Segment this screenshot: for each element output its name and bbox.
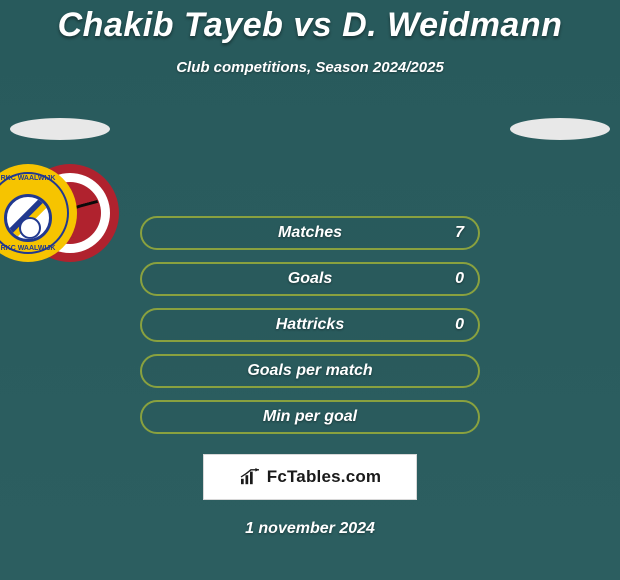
stats-rows: Matches 7 Goals 0 Hattricks 0 Goals per …	[140, 216, 480, 434]
player-left-avatar-placeholder	[10, 118, 110, 140]
stat-label: Hattricks	[276, 316, 344, 334]
page-title: Chakib Tayeb vs D. Weidmann	[0, 0, 620, 45]
player-right-avatar-placeholder	[510, 118, 610, 140]
stat-label: Matches	[278, 224, 342, 242]
stat-right-value: 7	[455, 224, 464, 242]
subtitle: Club competitions, Season 2024/2025	[0, 59, 620, 76]
stat-right-value: 0	[455, 270, 464, 288]
date-text: 1 november 2024	[0, 520, 620, 538]
comparison-panel: RKC WAALWIJK RKC WAALWIJK Matches 7 Goal…	[0, 118, 620, 538]
stat-row-goals: Goals 0	[140, 262, 480, 296]
stat-label: Min per goal	[263, 408, 357, 426]
brand-text: FcTables.com	[267, 467, 382, 487]
chart-icon	[239, 468, 261, 486]
brand-box: FcTables.com	[203, 454, 417, 500]
stat-right-value: 0	[455, 316, 464, 334]
stat-row-hattricks: Hattricks 0	[140, 308, 480, 342]
stat-label: Goals per match	[247, 362, 372, 380]
stat-row-goals-per-match: Goals per match	[140, 354, 480, 388]
stat-row-min-per-goal: Min per goal	[140, 400, 480, 434]
stat-row-matches: Matches 7	[140, 216, 480, 250]
club-badge-right: RKC WAALWIJK RKC WAALWIJK	[0, 164, 77, 262]
stat-label: Goals	[288, 270, 332, 288]
